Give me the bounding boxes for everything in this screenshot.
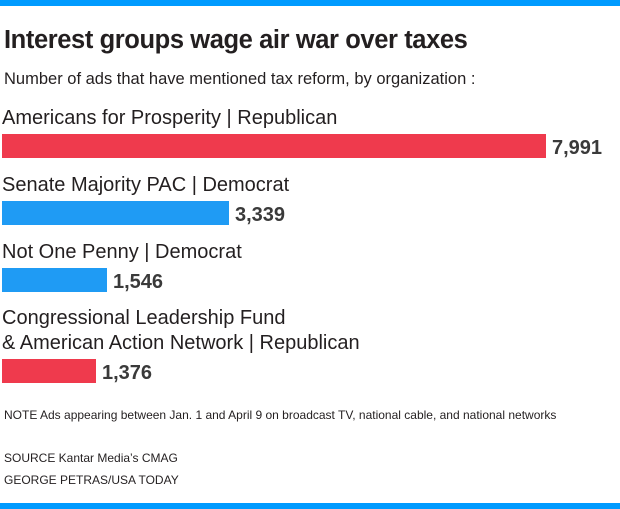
value-label: 1,376: [102, 362, 152, 384]
bar-republican: [2, 359, 96, 383]
value-label: 7,991: [552, 137, 602, 159]
category-label: Not One Penny | Democrat: [2, 241, 242, 263]
chart-source: SOURCE Kantar Media’s CMAG: [4, 451, 178, 465]
chart-subtitle: Number of ads that have mentioned tax re…: [4, 70, 476, 88]
bar-republican: [2, 134, 546, 158]
value-label: 1,546: [113, 271, 163, 293]
category-label: Congressional Leadership Fund: [2, 307, 286, 329]
top-accent-bar: [0, 0, 620, 6]
bar-chart: Americans for Prosperity | Republican 7,9…: [2, 107, 602, 384]
bar-democrat: [2, 201, 229, 225]
bottom-accent-bar: [0, 503, 620, 509]
category-label: Americans for Prosperity | Republican: [2, 107, 337, 129]
chart-title: Interest groups wage air war over taxes: [4, 26, 468, 54]
chart-note: NOTE Ads appearing between Jan. 1 and Ap…: [4, 408, 557, 422]
bar-democrat: [2, 268, 107, 292]
category-label: Senate Majority PAC | Democrat: [2, 174, 290, 196]
value-label: 3,339: [235, 204, 285, 226]
category-label: & American Action Network | Republican: [2, 332, 360, 354]
chart-credit: GEORGE PETRAS/USA TODAY: [4, 473, 179, 487]
